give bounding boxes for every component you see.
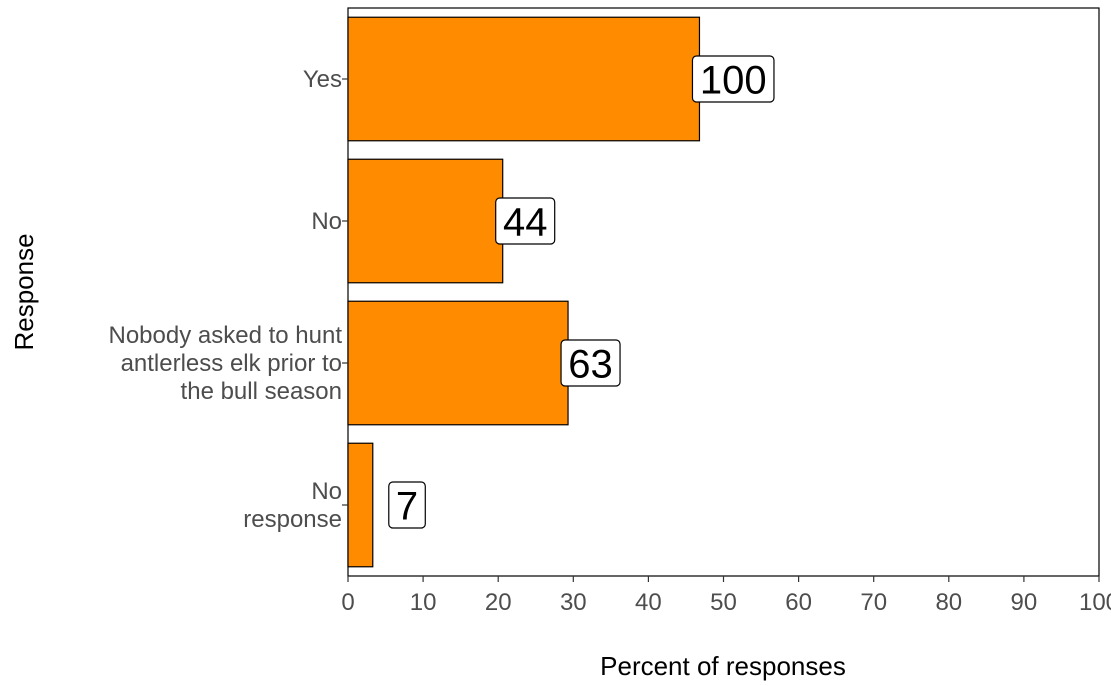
data-label-text: 63	[568, 342, 613, 386]
category-label: No	[311, 208, 342, 235]
bars-group	[347, 16, 701, 568]
data-label-box	[691, 55, 775, 103]
bar	[347, 300, 569, 426]
x-tick-label: 20	[485, 589, 512, 616]
y-axis-title: Response	[9, 233, 39, 350]
x-axis: 0 10 20 30 40 50 60 70 80 90 100	[341, 576, 1111, 616]
x-tick-label: 60	[785, 589, 812, 616]
data-label-text: 44	[503, 200, 548, 244]
x-tick-label: 50	[710, 589, 737, 616]
bar	[347, 158, 504, 284]
x-tick-label: 80	[935, 589, 962, 616]
category-label: response	[243, 506, 342, 533]
category-label: the bull season	[181, 378, 342, 405]
x-tick-label: 70	[860, 589, 887, 616]
data-label: 44	[495, 197, 556, 245]
data-label-box	[495, 197, 556, 245]
x-tick-label: 10	[410, 589, 437, 616]
data-label-box	[560, 339, 621, 387]
data-labels-group: 100 44 63 7	[388, 55, 775, 529]
data-label: 7	[388, 481, 426, 529]
x-axis-title: Percent of responses	[600, 651, 846, 681]
data-label: 63	[560, 339, 621, 387]
data-label-text: 100	[700, 58, 767, 102]
category-label: No	[311, 478, 342, 505]
bar	[347, 16, 701, 142]
data-label: 100	[691, 55, 775, 103]
category-label: antlerless elk prior to	[121, 350, 342, 377]
x-tick-label: 100	[1079, 589, 1111, 616]
data-label-text: 7	[396, 484, 418, 528]
bar	[347, 442, 374, 568]
x-tick-label: 0	[341, 589, 354, 616]
x-tick-label: 40	[635, 589, 662, 616]
category-label: Nobody asked to hunt	[109, 322, 343, 349]
data-label-box	[388, 481, 426, 529]
x-tick-label: 90	[1011, 589, 1038, 616]
x-tick-label: 30	[560, 589, 587, 616]
category-label: Yes	[303, 66, 342, 93]
